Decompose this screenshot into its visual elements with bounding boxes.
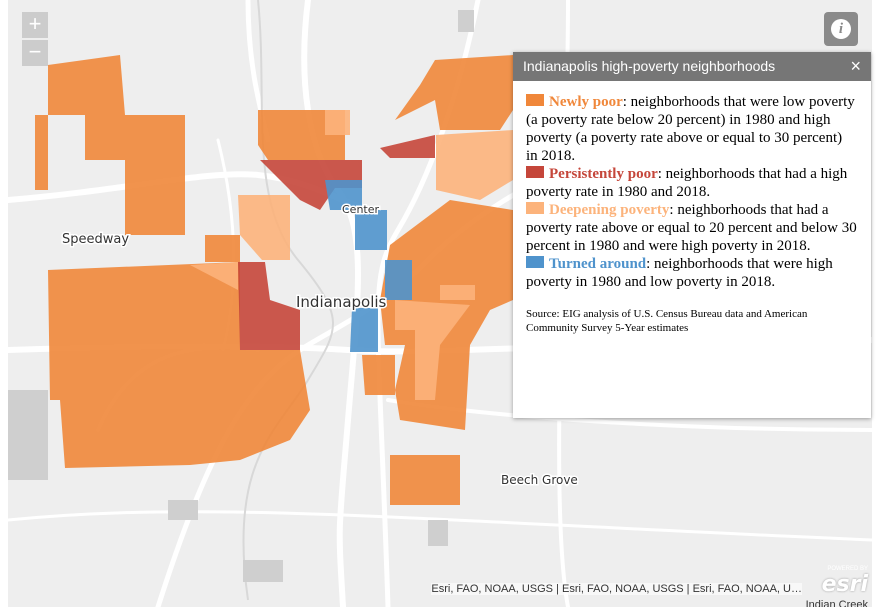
- neighborhood[interactable]: [395, 55, 513, 130]
- neighborhood[interactable]: [258, 110, 345, 160]
- legend-term: Newly poor: [549, 94, 623, 110]
- zoom-out[interactable]: −: [22, 40, 48, 66]
- neighborhood[interactable]: [395, 300, 470, 400]
- buildings: [8, 10, 474, 582]
- legend-description: : neighborhoods that were high poverty i…: [526, 256, 833, 290]
- legend-swatch: [526, 256, 544, 268]
- neighborhood[interactable]: [385, 260, 412, 300]
- neighborhood[interactable]: [355, 210, 387, 250]
- neighborhood[interactable]: [190, 262, 238, 290]
- neighborhood[interactable]: [436, 130, 513, 200]
- map-label: Indianapolis: [296, 293, 387, 311]
- neighborhood[interactable]: [325, 110, 350, 135]
- neighborhood[interactable]: [380, 135, 435, 158]
- esri-logo: POWERED BY esri: [822, 566, 868, 597]
- source: Source: EIG analysis of U.S. Census Bure…: [526, 308, 808, 334]
- neighborhood[interactable]: [48, 262, 310, 468]
- legend: Newly poor: neighborhoods that were low …: [513, 81, 871, 291]
- legend-term: Turned around: [549, 256, 647, 272]
- legend-item: Persistently poor: neighborhoods that ha…: [526, 165, 857, 201]
- neighborhood[interactable]: [205, 235, 240, 262]
- neighborhood[interactable]: [350, 308, 378, 352]
- legend-swatch: [526, 166, 544, 178]
- map-label: Center: [342, 203, 380, 216]
- legend-swatch: [526, 94, 544, 106]
- popup-title: Indianapolis high-poverty neighborhoods: [523, 58, 776, 74]
- info-icon: i: [831, 19, 851, 39]
- legend-swatch: [526, 202, 544, 214]
- map-label: Speedway: [62, 232, 129, 247]
- neighborhood[interactable]: [48, 55, 185, 235]
- neighborhood[interactable]: [238, 262, 300, 350]
- neighborhood[interactable]: [35, 115, 48, 190]
- neighborhood[interactable]: [440, 285, 475, 300]
- neighborhood[interactable]: [390, 455, 460, 505]
- legend-term: Deepening poverty: [549, 202, 670, 218]
- legend-description: : neighborhoods that had a high poverty …: [526, 166, 848, 200]
- logo-text: esri: [821, 572, 868, 597]
- neighborhood[interactable]: [238, 195, 290, 260]
- legend-term: Persistently poor: [549, 166, 658, 182]
- legend-description: : neighborhoods that were low poverty (a…: [526, 94, 855, 164]
- neighborhood[interactable]: [325, 180, 362, 210]
- info-button[interactable]: i: [824, 12, 858, 46]
- neighborhood[interactable]: [260, 160, 362, 210]
- legend-description: : neighborhoods that had a poverty rate …: [526, 202, 857, 254]
- powered-by: POWERED BY: [827, 566, 868, 572]
- legend-item: Newly poor: neighborhoods that were low …: [526, 93, 857, 165]
- neighborhood[interactable]: [362, 355, 395, 395]
- zoom-in[interactable]: +: [22, 12, 48, 38]
- popup: Indianapolis high-poverty neighborhoods …: [513, 52, 871, 418]
- close-button[interactable]: ×: [850, 56, 861, 76]
- edge-label: Indian Creek: [805, 599, 868, 607]
- popup-header: Indianapolis high-poverty neighborhoods …: [513, 52, 871, 81]
- legend-item: Turned around: neighborhoods that were h…: [526, 255, 857, 291]
- attribution: Esri, FAO, NOAA, USGS | Esri, FAO, NOAA,…: [431, 583, 802, 595]
- map-label: Beech Grove: [501, 473, 578, 487]
- neighborhoods: [35, 55, 513, 505]
- legend-item: Deepening poverty: neighborhoods that ha…: [526, 201, 857, 255]
